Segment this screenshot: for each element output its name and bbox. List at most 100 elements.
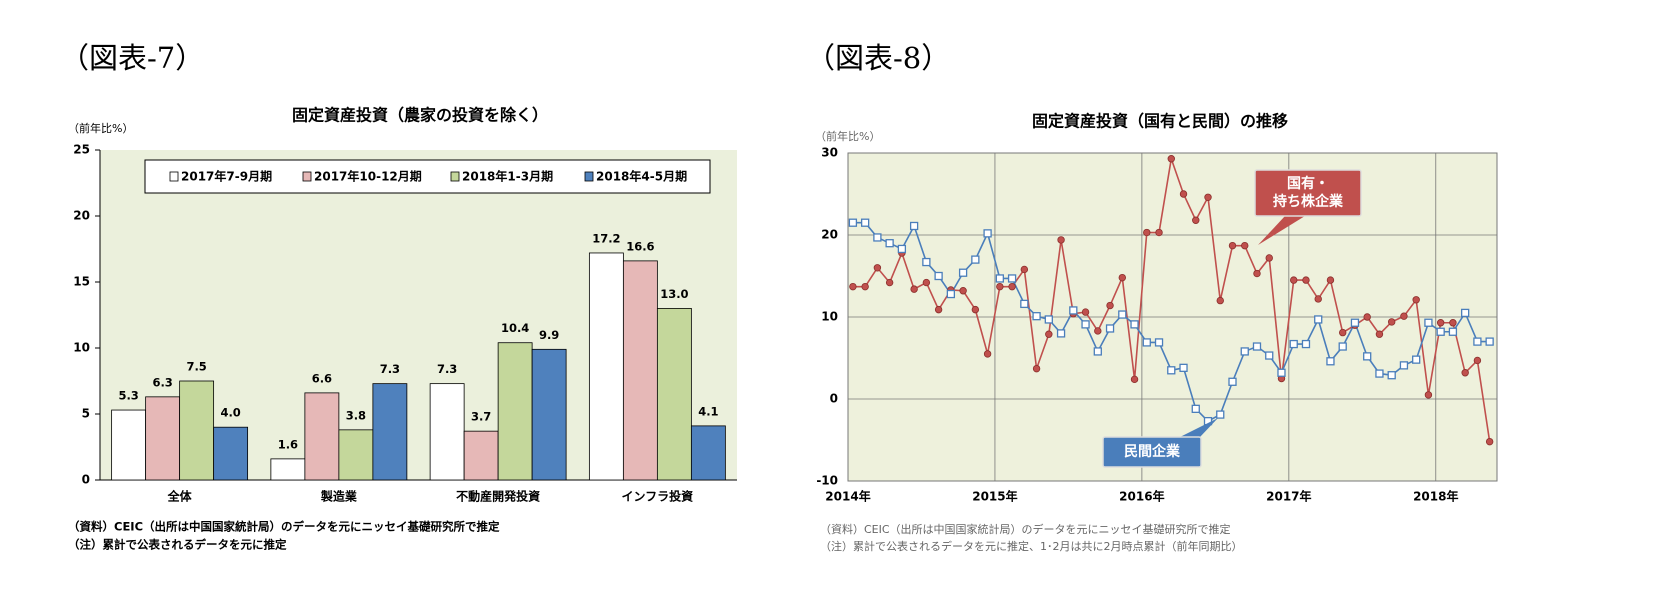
marker	[1265, 351, 1274, 360]
y-tick-label: 25	[73, 143, 90, 157]
marker	[922, 257, 931, 267]
marker	[1387, 371, 1396, 380]
marker	[1302, 276, 1310, 284]
marker	[1228, 241, 1237, 250]
bar	[338, 429, 374, 481]
value-label: 1.6	[278, 437, 298, 451]
y-tick-label: 20	[821, 228, 838, 242]
marker	[1253, 269, 1261, 278]
marker	[849, 282, 857, 291]
bar	[531, 348, 567, 481]
marker	[934, 305, 943, 314]
legend-label: 2018年4-5月期	[596, 169, 687, 184]
marker	[909, 221, 919, 231]
value-label: 3.8	[346, 408, 366, 422]
marker	[1412, 296, 1420, 304]
x-tick-label: 2018年	[1413, 489, 1458, 504]
y-tick-label: 10	[73, 341, 90, 355]
value-label: 13.0	[660, 287, 688, 301]
y-tick-label: 15	[73, 275, 90, 289]
marker	[1216, 296, 1224, 305]
legend-swatch	[302, 171, 312, 182]
bar	[622, 260, 658, 481]
callout: 民間企業	[1124, 444, 1180, 460]
marker	[1228, 377, 1237, 386]
value-label: 17.2	[592, 231, 620, 245]
marker	[1448, 327, 1458, 336]
callout-tail	[1180, 418, 1218, 437]
x-tick-label: 全体	[167, 489, 193, 504]
marker	[1363, 352, 1372, 361]
x-tick-label: インフラ投資	[622, 489, 694, 504]
marker	[1105, 324, 1115, 333]
legend-swatch	[584, 171, 594, 182]
marker	[934, 271, 943, 281]
marker	[1461, 369, 1469, 377]
marker	[1057, 236, 1065, 244]
y-tick-label: 0	[830, 392, 838, 406]
value-label: 9.9	[539, 328, 559, 342]
marker	[1265, 254, 1273, 262]
marker	[1179, 363, 1188, 372]
marker	[885, 239, 894, 248]
callout-label: 国有・ 持ち株企業	[1273, 176, 1343, 210]
bar	[111, 409, 147, 481]
marker	[873, 264, 882, 272]
marker	[861, 282, 869, 291]
marker	[1081, 308, 1090, 316]
bar	[179, 380, 215, 481]
marker	[946, 289, 956, 299]
value-label: 4.0	[220, 406, 240, 420]
y-tick-label: 0	[82, 473, 90, 487]
value-label: 6.6	[312, 371, 332, 385]
marker	[1167, 155, 1175, 163]
marker	[1290, 276, 1298, 284]
marker	[983, 229, 992, 238]
y-axis-label: （前年比%）	[68, 121, 133, 135]
marker	[1277, 368, 1286, 377]
value-label: 10.4	[501, 321, 529, 335]
marker	[1130, 320, 1139, 329]
marker	[1154, 338, 1164, 347]
x-tick-label: 製造業	[320, 489, 358, 504]
callout-box	[1102, 436, 1202, 468]
note: （注）累計で公表されるデータを元に推定	[68, 538, 287, 552]
legend-box	[144, 159, 711, 194]
marker	[897, 244, 907, 254]
marker	[1424, 391, 1433, 399]
value-label: 7.3	[380, 362, 400, 376]
bar	[304, 392, 340, 481]
note: （資料）CEIC（出所は中国国家統計局）のデータを元にニッセイ基礎研究所で推定	[820, 522, 1231, 536]
marker	[885, 278, 894, 287]
marker	[1044, 315, 1053, 324]
bar	[213, 426, 249, 481]
marker	[1167, 366, 1176, 375]
legend-label: 2018年1-3月期	[462, 169, 553, 184]
callout-box	[1254, 169, 1362, 217]
marker	[1192, 216, 1200, 224]
y-tick-label: 20	[73, 209, 90, 223]
value-label: 5.3	[118, 389, 138, 403]
marker	[1473, 337, 1482, 346]
marker	[1032, 312, 1041, 321]
marker	[996, 282, 1004, 291]
bar	[145, 396, 181, 481]
marker	[1179, 190, 1188, 198]
y-tick-label: 10	[821, 310, 838, 324]
marker	[1240, 347, 1249, 356]
bar	[497, 342, 533, 481]
marker	[873, 233, 882, 242]
marker	[1461, 308, 1470, 318]
marker	[1326, 357, 1335, 366]
marker	[1338, 342, 1347, 351]
marker	[1032, 364, 1041, 373]
y-tick-label: 5	[82, 407, 90, 421]
marker	[1008, 282, 1016, 291]
marker	[1363, 313, 1371, 321]
marker	[971, 255, 980, 264]
chart-title: 固定資産投資（国有と民間）の推移	[1032, 112, 1288, 131]
value-label: 7.3	[437, 362, 457, 376]
marker	[1118, 273, 1126, 282]
marker	[1387, 318, 1396, 326]
